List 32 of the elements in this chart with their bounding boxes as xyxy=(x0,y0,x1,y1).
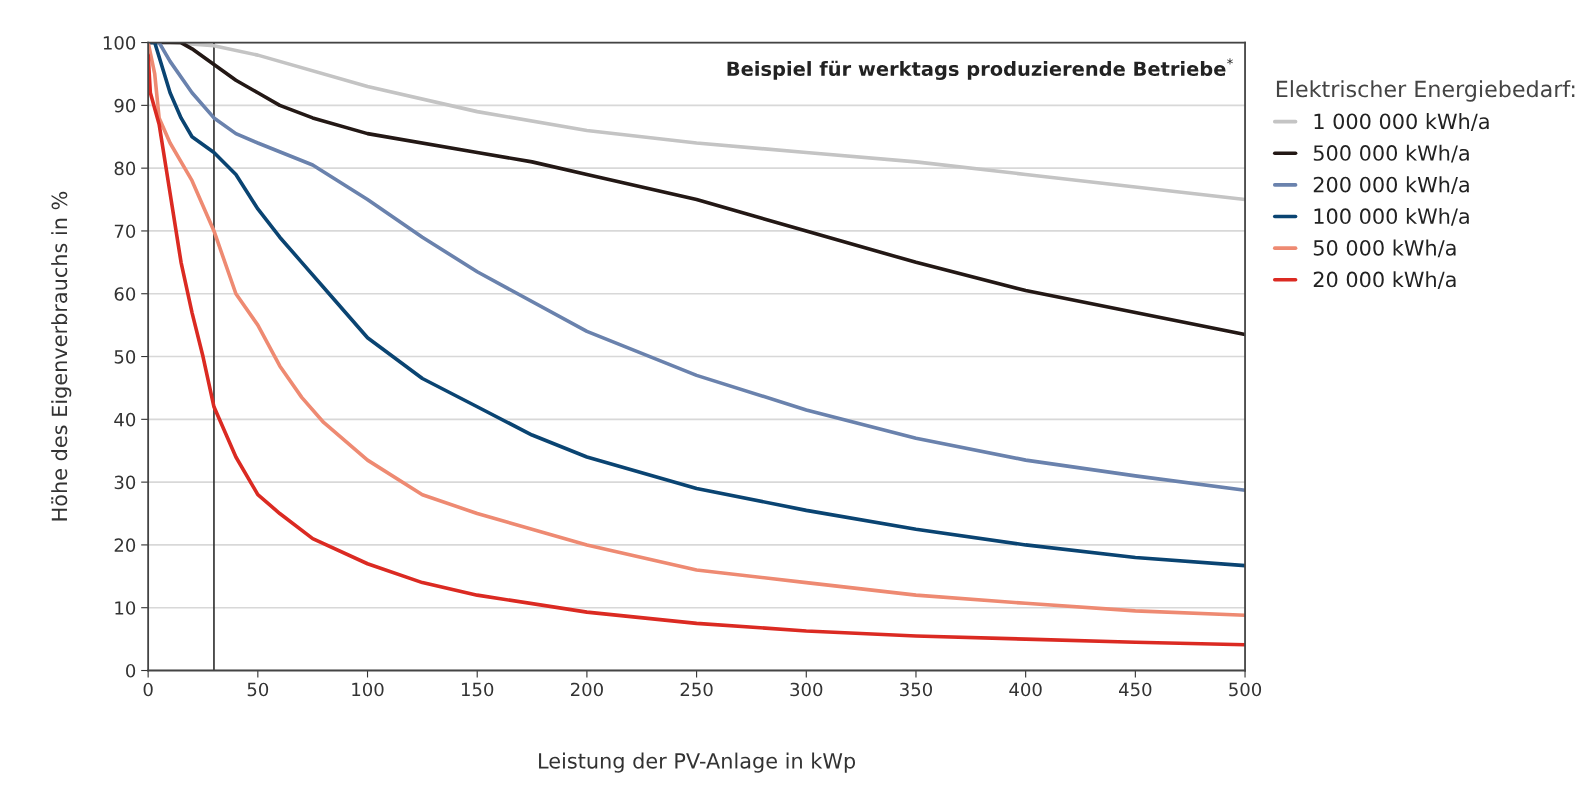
y-tick-label: 0 xyxy=(126,663,136,678)
x-tick-label: 250 xyxy=(680,682,713,697)
legend-label: 50 000 kWh/a xyxy=(1313,239,1456,258)
x-tick-label: 0 xyxy=(143,682,153,697)
y-tick-label: 100 xyxy=(103,36,136,50)
y-tick-label: 70 xyxy=(114,224,136,239)
legend-label: 20 000 kWh/a xyxy=(1313,271,1456,289)
y-tick-label: 50 xyxy=(114,349,136,364)
x-tick-label: 400 xyxy=(1009,682,1042,697)
legend-label: 1 000 000 kWh/a xyxy=(1314,113,1489,131)
legend-label: 500 000 kWh/a xyxy=(1313,144,1469,163)
x-tick-label: 100 xyxy=(352,682,384,697)
x-tick-label: 150 xyxy=(461,682,494,697)
legend-title: Elektrischer Energiebedarf: xyxy=(1276,80,1575,102)
y-tick-label: 60 xyxy=(114,287,136,301)
y-tick-label: 30 xyxy=(114,475,136,490)
y-tick-label: 40 xyxy=(114,412,136,427)
y-tick-label: 80 xyxy=(114,161,136,176)
y-axis-title: Höhe des Eigenverbrauchs in % xyxy=(51,191,72,521)
x-tick-label: 200 xyxy=(570,682,603,697)
x-tick-label: 450 xyxy=(1119,682,1152,697)
y-tick-label: 20 xyxy=(114,538,136,553)
x-tick-label: 350 xyxy=(900,682,932,697)
x-axis-title: Leistung der PV-Anlage in kWp xyxy=(539,752,856,773)
legend-label: 100 000 kWh/a xyxy=(1314,207,1469,226)
y-tick-label: 90 xyxy=(114,98,136,113)
legend-label: 200 000 kWh/a xyxy=(1313,176,1469,195)
x-tick-label: 500 xyxy=(1229,682,1262,697)
x-tick-label: 50 xyxy=(247,682,269,697)
y-tick-label: 10 xyxy=(115,601,136,615)
x-tick-label: 300 xyxy=(790,682,823,697)
annotation: Beispiel für werktags produzierende Betriebe$^{*}$ xyxy=(727,58,1233,80)
